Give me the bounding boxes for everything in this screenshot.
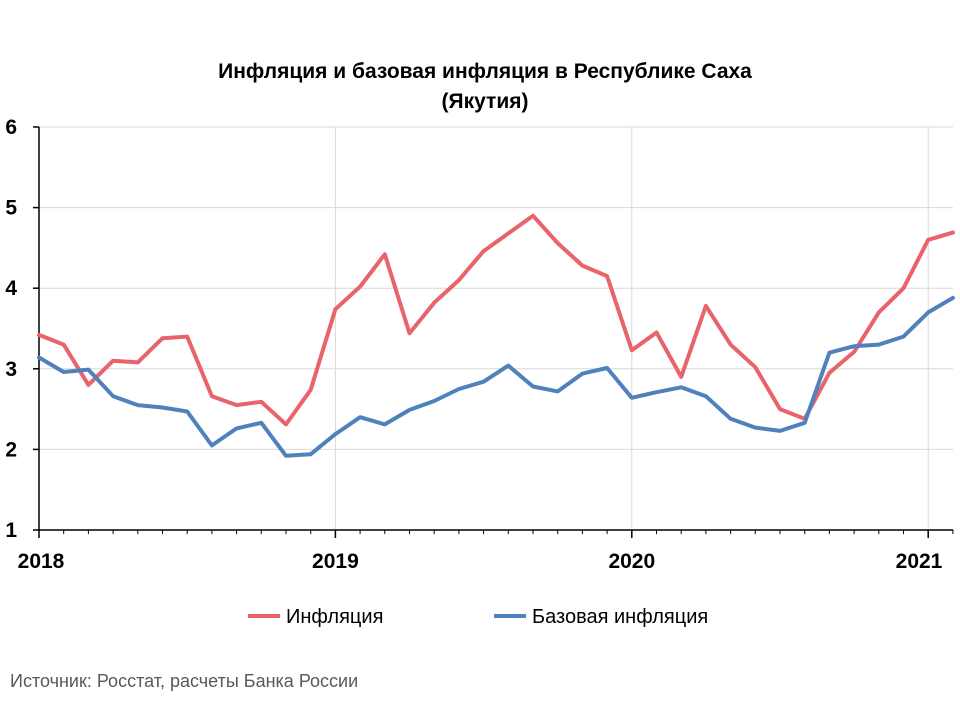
x-tick-label-2021: 2021 (896, 550, 943, 573)
grid (39, 126, 953, 530)
y-tick-label-6: 6 (5, 116, 17, 139)
x-tick-label-2019: 2019 (312, 550, 359, 573)
legend-label-core-inflation: Базовая инфляция (532, 606, 708, 628)
y-tick-label-5: 5 (5, 197, 17, 220)
legend: Инфляция Базовая инфляция (248, 606, 708, 628)
axes (33, 126, 954, 538)
y-tick-label-4: 4 (5, 277, 17, 300)
y-tick-label-1: 1 (5, 519, 17, 542)
source-note: Источник: Росстат, расчеты Банка России (10, 671, 358, 691)
tick-labels: 1 2 3 4 5 6 2018 2019 2020 2021 (5, 116, 942, 573)
chart-title-line-2: (Якутия) (442, 90, 529, 113)
x-tick-label-2020: 2020 (608, 550, 655, 573)
chart-title-line-1: Инфляция и базовая инфляция в Республике… (218, 60, 752, 83)
legend-label-inflation: Инфляция (286, 606, 383, 628)
series-lines (37, 213, 955, 458)
y-tick-label-3: 3 (5, 358, 17, 381)
y-tick-label-2: 2 (5, 438, 17, 461)
x-tick-label-2018: 2018 (18, 550, 65, 573)
series-line-inflation (37, 213, 955, 427)
series-line-core-inflation (37, 295, 955, 458)
